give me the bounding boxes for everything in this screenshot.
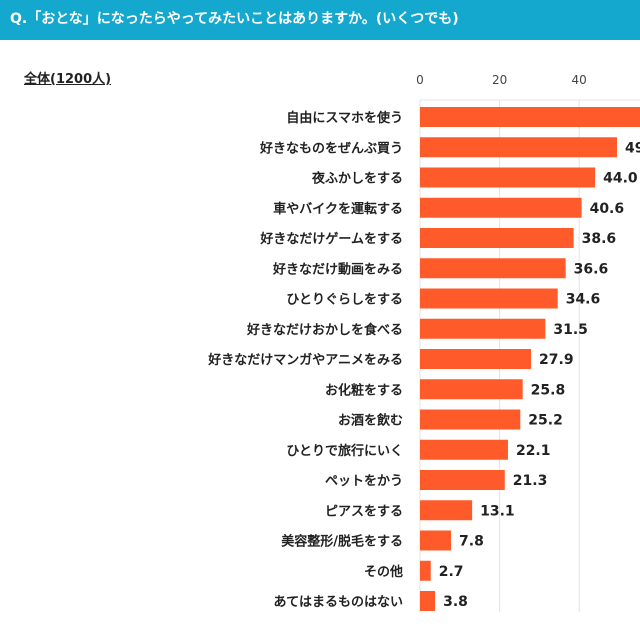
category-label: ペットをかう: [325, 474, 403, 489]
data-label: 25.2: [528, 413, 563, 429]
chart-title-banner: Q.「おとな」になったらやってみたいことはありますか。(いくつでも): [0, 0, 640, 40]
category-label: 自由にスマホを使う: [286, 110, 403, 126]
bar: [420, 197, 582, 218]
category-label: お化粧をする: [325, 382, 403, 398]
data-label: 38.6: [582, 231, 617, 247]
data-label: 2.7: [439, 564, 464, 580]
bar: [420, 167, 596, 188]
bar: [420, 560, 431, 581]
category-label: あてはまるものはない: [274, 595, 403, 610]
category-label: 夜ふかしをする: [311, 171, 403, 187]
data-label: 21.3: [513, 473, 548, 489]
bar: [420, 349, 532, 369]
category-label: お酒を飲む: [338, 413, 403, 429]
data-label: 22.1: [516, 443, 551, 459]
bar: [420, 379, 523, 400]
category-label: 好きなだけマンガやアニメをみる: [207, 352, 403, 368]
data-label: 44.0: [603, 171, 638, 187]
data-label: 13.1: [480, 503, 515, 519]
category-label: ひとりで旅行にいく: [286, 443, 403, 459]
data-label: 34.6: [566, 292, 601, 308]
category-label: ピアスをする: [325, 504, 403, 519]
bar: [420, 288, 558, 309]
bar: [420, 258, 566, 279]
bar: [420, 470, 505, 490]
data-label: 3.8: [443, 594, 468, 610]
category-label: 好きなだけ動画をみる: [272, 261, 403, 277]
category-label: 好きなだけおかしを食べる: [246, 322, 403, 338]
category-label: 好きなだけゲームをする: [259, 231, 403, 247]
category-label: その他: [364, 564, 403, 580]
x-tick-label: 40: [572, 73, 587, 87]
data-label: 31.5: [553, 322, 588, 338]
bar: [420, 137, 618, 158]
bar: [420, 530, 452, 551]
data-label: 27.9: [539, 352, 574, 368]
bar: [420, 500, 473, 521]
bar: [420, 409, 521, 430]
bar: [420, 318, 546, 339]
x-tick-label: 20: [492, 73, 507, 87]
x-tick-label: 0: [416, 73, 424, 87]
data-label: 25.8: [531, 382, 566, 398]
category-label: 好きなものをぜんぶ買う: [259, 140, 403, 156]
bar: [420, 228, 574, 248]
bar: [420, 107, 640, 127]
category-label: ひとりぐらしをする: [286, 293, 403, 308]
bar: [420, 439, 508, 460]
data-label: 40.6: [590, 201, 625, 217]
data-label: 36.6: [574, 261, 609, 277]
category-label: 車やバイクを運転する: [273, 201, 403, 217]
category-label: 美容整形/脱毛をする: [281, 534, 403, 550]
data-label: 7.8: [459, 534, 484, 550]
sample-size-label: 全体(1200人): [24, 72, 112, 87]
bar: [420, 591, 436, 611]
data-label: 49: [625, 140, 640, 156]
